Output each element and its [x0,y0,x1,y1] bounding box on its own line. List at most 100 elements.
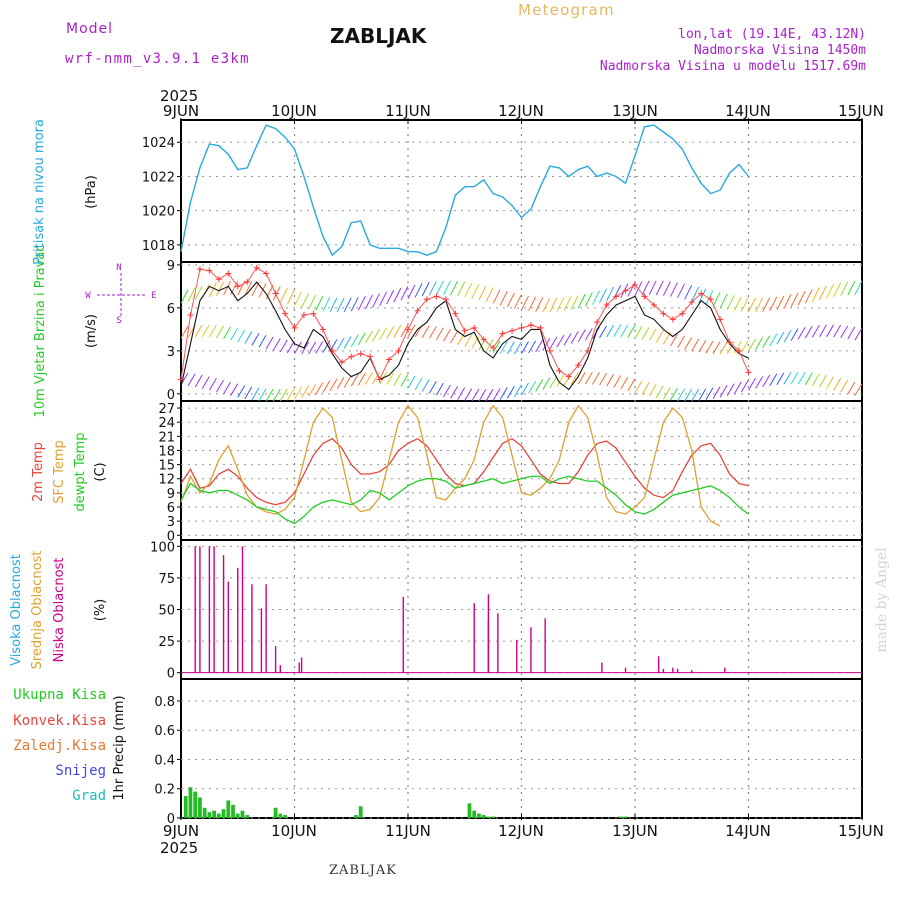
panel-frame [180,539,863,680]
wind-gust-marker [272,290,279,297]
wind-gust-marker [367,353,374,360]
wind-barb [400,324,409,338]
wind-barb [180,325,189,339]
wind-barb [726,295,735,310]
wind-gust-marker [414,307,421,314]
wind-barb [343,336,352,349]
y-tick-label: 9 [167,487,175,502]
wind-barb [343,375,352,388]
wind-gust-marker [660,310,667,317]
wind-barb [357,296,366,311]
wind-barb [336,376,345,390]
temp-label-dewpt: dewpt Temp [73,432,88,511]
compass-s: S [116,316,121,326]
time-tick-label: 14JUN [725,822,771,840]
wind-barb [684,388,693,402]
wind-barb [847,280,856,296]
wind-barb [592,372,600,385]
wind-barb [272,388,281,402]
y-tick-label: 0.4 [154,753,175,768]
wind-barb [627,325,636,338]
wind-barb [457,387,466,400]
wind-barb [733,340,742,354]
wind-barb [492,289,501,304]
wind-barb [386,326,395,339]
precip-bar [486,816,491,818]
wind-barb [194,374,203,388]
wind-barb [740,339,749,353]
wind-barb [365,372,373,385]
wind-gust-marker [575,362,582,369]
wind-gust-marker [717,316,724,323]
wind-barb [833,378,842,391]
wind-gust-marker [546,347,553,354]
y-tick-label: 9 [167,259,175,274]
time-tick-label: 13JUN [612,102,658,120]
wind-barb [840,379,849,393]
wind-barb [506,292,515,308]
wind-barb [386,372,395,385]
wind-barb [641,280,650,296]
wind-barb [705,387,714,401]
wind-gust-marker [641,293,648,300]
time-tick-label: 12JUN [498,102,544,120]
wind-barb [421,281,430,297]
wind-barb [570,372,579,385]
wind-barb [755,337,764,350]
time-tick-label: 11JUN [385,822,431,840]
wind-barb [599,325,607,339]
wind-barb [187,287,196,302]
wind-gust-marker [319,326,326,333]
cloud-label-mid: Srednja Oblacnost [30,551,45,670]
wind-barb [634,380,643,393]
station-title: ZABLJAK [330,24,428,48]
wind-barb [783,372,792,385]
wind-barb [251,387,260,401]
wind-gust-marker [263,270,270,277]
wind-barb [677,388,685,402]
wind-barb [379,291,388,307]
precip-bar [283,815,287,818]
time-tick-label: 14JUN [725,102,771,120]
precip-bar [354,815,358,818]
wind-barb [372,328,380,342]
precip-bar [235,813,240,818]
wind-barb [435,327,444,341]
wind-barb [329,378,338,392]
wind-barb [797,290,806,306]
wind-barb [450,280,459,296]
wind-gust-marker [584,347,591,354]
wind-gust-marker [736,347,743,354]
wind-barb [762,297,771,312]
y-tick-label: 0 [167,812,175,827]
wind-barb [577,371,586,385]
pressure-ylabel: (hPa) [84,175,99,209]
wind-barb [599,372,607,386]
wind-barb [542,297,551,313]
wind-barb [556,334,565,348]
series-layer [178,125,862,818]
wind-gust-marker [442,296,449,303]
wind-direction-bands [180,280,863,402]
wind-barb [208,324,217,338]
wind-barb [577,293,586,309]
wind-barb [570,295,579,310]
wind-barb [797,372,806,385]
pressure-title: Pritisak na nivou mora [32,119,47,265]
wind-gust-marker [386,356,393,363]
y-tick-label: 3 [167,345,175,360]
wind-barb [748,377,756,391]
wind-barb [528,340,537,354]
wind-barb [648,384,657,397]
wind-barb [762,374,771,388]
wind-gust-marker [291,324,298,331]
wind-gust-marker [178,376,184,383]
wind-barb [230,383,239,396]
wind-barb [691,338,700,352]
wind-barb [804,325,813,339]
y-tick-label: 1020 [142,205,175,220]
wind-barb [833,324,842,338]
y-tick-label: 12 [158,473,175,488]
wind-barb [535,339,544,353]
